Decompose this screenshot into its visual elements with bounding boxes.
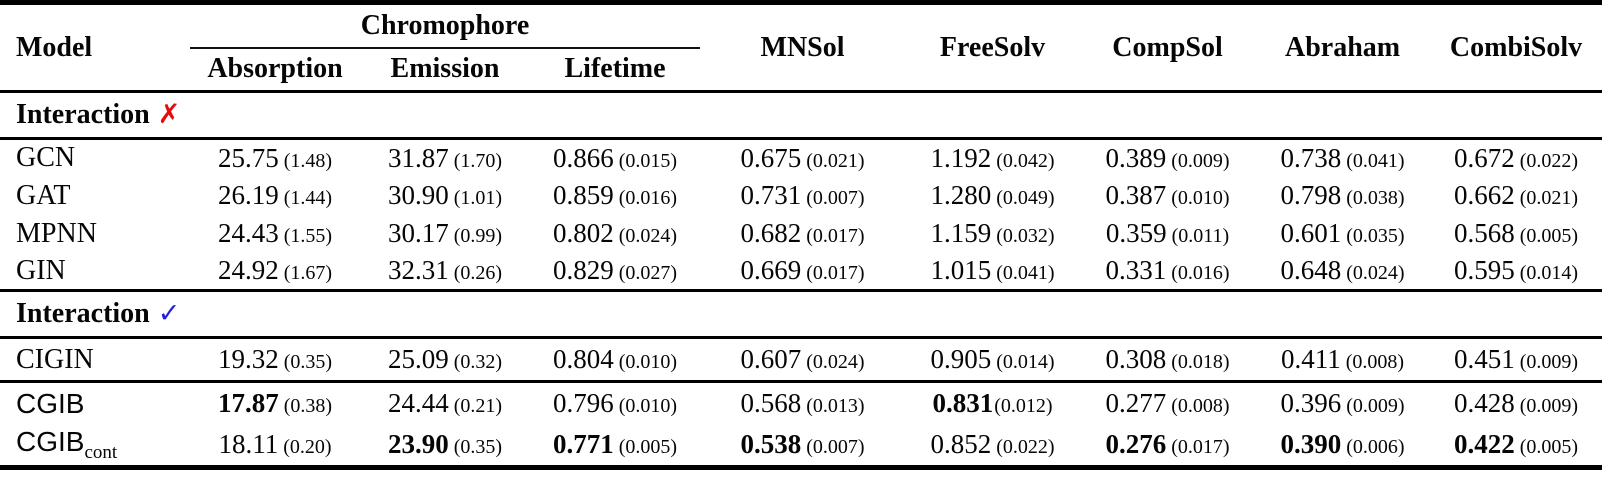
value-cell: 19.32 (0.35) [217, 344, 333, 374]
column-header-freesolv: FreeSolv [939, 31, 1046, 63]
cross-mark-icon: ✗ [157, 99, 181, 130]
value-cell: 0.802 (0.024) [552, 218, 678, 248]
column-header-absorption: Absorption [207, 53, 343, 85]
value-cell: 0.331 (0.016) [1105, 255, 1230, 286]
results-table: Model Chromophore MNSol FreeSolv CompSol… [0, 0, 1602, 470]
value-cell: 18.11 (0.20) [218, 429, 332, 460]
column-group-chromophore: Chromophore [190, 2, 701, 49]
table-row-gcn: GCN 25.75 (1.48) 31.87 (1.70) 0.866 (0.015)… [0, 139, 1602, 177]
model-name: CIGIN [16, 343, 94, 375]
check-mark-icon: ✓ [157, 298, 181, 329]
value-cell: 0.276 (0.017) [1105, 429, 1230, 460]
column-header-emission: Emission [390, 53, 500, 85]
value-cell: 1.015 (0.041) [930, 255, 1055, 286]
model-name: GIN [16, 254, 66, 286]
model-name: MPNN [16, 217, 97, 249]
table-header: Model Chromophore MNSol FreeSolv CompSol… [0, 2, 1602, 92]
table-row-cgib-cont: CGIBcont 18.11 (0.20) 23.90 (0.35) 0.771 (0… [0, 425, 1602, 468]
column-header-model: Model [16, 31, 93, 63]
value-cell: 0.859 (0.016) [552, 180, 678, 210]
value-cell: 31.87 (1.70) [387, 142, 503, 173]
model-name: CGIBcont [16, 425, 118, 463]
header-row-2: Absorption Emission Lifetime [0, 48, 1602, 92]
value-cell: 0.905 (0.014) [930, 344, 1055, 374]
value-cell: 0.798 (0.038) [1280, 180, 1405, 210]
value-cell: 0.607 (0.024) [740, 344, 865, 374]
value-cell: 0.601 (0.035) [1280, 218, 1405, 248]
value-cell: 0.662 (0.021) [1453, 180, 1579, 210]
value-cell: 0.831(0.012) [932, 388, 1053, 419]
section-title: Interaction [16, 99, 150, 130]
value-cell: 0.672 (0.022) [1453, 142, 1579, 173]
value-cell: 0.669 (0.017) [740, 255, 865, 286]
value-cell: 1.280 (0.049) [930, 180, 1055, 210]
table-row-cgib: CGIB 17.87 (0.38) 24.44 (0.21) 0.796 (0.010… [0, 382, 1602, 425]
model-name: GCN [16, 142, 76, 174]
table-row-gin: GIN 24.92 (1.67) 32.31 (0.26) 0.829 (0.027)… [0, 253, 1602, 291]
value-cell: 24.92 (1.67) [217, 255, 333, 286]
value-cell: 25.09 (0.32) [387, 344, 503, 374]
value-cell: 0.771 (0.005) [552, 429, 678, 460]
value-cell: 1.159 (0.032) [930, 218, 1055, 248]
value-cell: 0.731 (0.007) [740, 180, 865, 210]
value-cell: 0.682 (0.017) [740, 218, 865, 248]
value-cell: 0.308 (0.018) [1105, 344, 1230, 374]
table-row-cigin: CIGIN 19.32 (0.35) 25.09 (0.32) 0.804 (0.01… [0, 338, 1602, 382]
value-cell: 0.568 (0.013) [740, 388, 865, 419]
value-cell: 0.411 (0.008) [1280, 344, 1405, 374]
value-cell: 0.648 (0.024) [1280, 255, 1405, 286]
value-cell: 0.387 (0.010) [1105, 180, 1230, 210]
value-cell: 0.796 (0.010) [552, 388, 678, 419]
value-cell: 0.866 (0.015) [552, 142, 678, 173]
value-cell: 0.422 (0.005) [1453, 429, 1579, 460]
value-cell: 0.568 (0.005) [1453, 218, 1579, 248]
value-cell: 0.738 (0.041) [1280, 142, 1405, 173]
value-cell: 0.390 (0.006) [1280, 429, 1405, 460]
value-cell: 23.90 (0.35) [387, 429, 503, 460]
section-row-interaction-off: Interaction ✗ [0, 92, 1602, 139]
value-cell: 0.852 (0.022) [930, 429, 1055, 460]
value-cell: 30.17 (0.99) [387, 218, 503, 248]
value-cell: 30.90 (1.01) [387, 180, 503, 210]
value-cell: 24.43 (1.55) [217, 218, 333, 248]
table-row-mpnn: MPNN 24.43 (1.55) 30.17 (0.99) 0.802 (0.024… [0, 215, 1602, 253]
section-row-interaction-on: Interaction ✓ [0, 291, 1602, 338]
column-header-compsol: CompSol [1112, 31, 1223, 63]
section-title: Interaction [16, 298, 150, 329]
value-cell: 24.44 (0.21) [387, 388, 503, 419]
value-cell: 0.389 (0.009) [1105, 142, 1230, 173]
header-row-1: Model Chromophore MNSol FreeSolv CompSol… [0, 2, 1602, 63]
value-cell: 0.675 (0.021) [740, 142, 865, 173]
value-cell: 0.396 (0.009) [1280, 388, 1405, 419]
value-cell: 1.192 (0.042) [930, 142, 1055, 173]
value-cell: 0.451 (0.009) [1453, 344, 1579, 374]
value-cell: 0.277 (0.008) [1105, 388, 1230, 419]
table-row-gat: GAT 26.19 (1.44) 30.90 (1.01) 0.859 (0.016)… [0, 177, 1602, 215]
column-header-abraham: Abraham [1284, 31, 1401, 63]
model-name: CGIB [16, 387, 85, 419]
column-header-combisolv: CombiSolv [1449, 31, 1583, 63]
column-header-mnsol: MNSol [760, 31, 845, 63]
value-cell: 17.87 (0.38) [217, 388, 333, 419]
model-subscript: cont [84, 441, 118, 463]
value-cell: 0.428 (0.009) [1453, 388, 1579, 419]
value-cell: 0.359 (0.011) [1105, 218, 1230, 248]
value-cell: 26.19 (1.44) [217, 180, 333, 210]
value-cell: 32.31 (0.26) [387, 255, 503, 286]
value-cell: 0.829 (0.027) [552, 255, 678, 286]
value-cell: 0.595 (0.014) [1453, 255, 1579, 286]
value-cell: 0.538 (0.007) [740, 429, 865, 460]
value-cell: 0.804 (0.010) [552, 344, 678, 374]
value-cell: 25.75 (1.48) [217, 142, 333, 173]
column-header-lifetime: Lifetime [564, 53, 666, 85]
model-name: GAT [16, 179, 71, 211]
